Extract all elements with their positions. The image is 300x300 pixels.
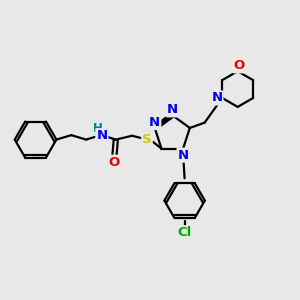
Text: O: O <box>108 156 120 169</box>
Text: N: N <box>149 116 160 129</box>
Text: O: O <box>233 59 245 72</box>
Text: Cl: Cl <box>178 226 192 239</box>
Text: N: N <box>167 103 178 116</box>
Text: N: N <box>96 129 107 142</box>
Text: S: S <box>142 133 152 146</box>
Text: N: N <box>211 92 222 104</box>
Text: H: H <box>93 122 103 135</box>
Text: N: N <box>178 148 189 162</box>
